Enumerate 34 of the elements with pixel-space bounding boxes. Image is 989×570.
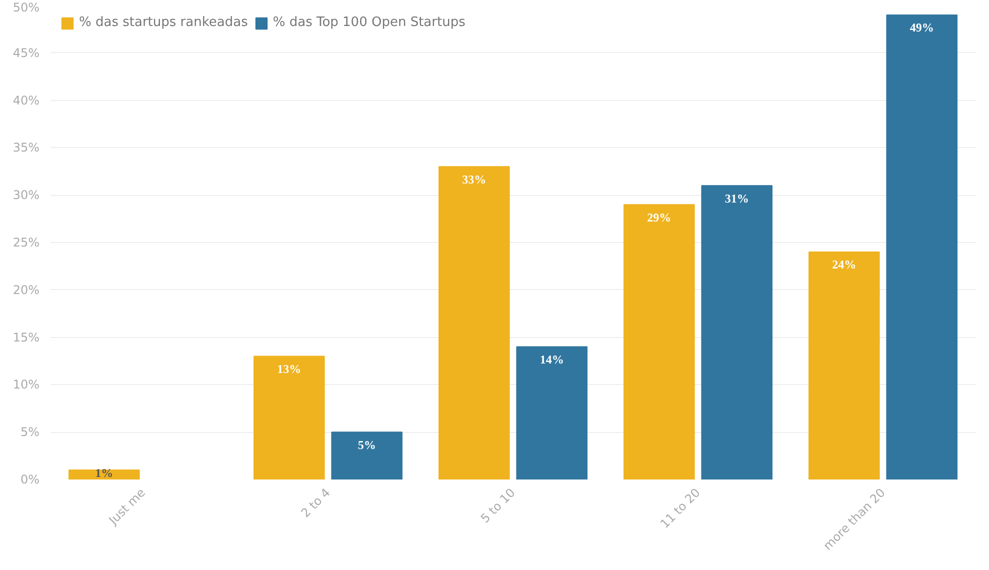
y-tick-label: 0%: [20, 472, 40, 486]
legend-label: % das startups rankeadas: [79, 15, 248, 30]
data-label: 24%: [832, 258, 856, 272]
bar: [331, 432, 402, 480]
data-label: 5%: [358, 438, 376, 452]
bar: [701, 185, 772, 480]
data-label: 49%: [910, 20, 934, 35]
y-tick-label: 10%: [12, 378, 40, 392]
y-tick-label: 20%: [12, 282, 40, 297]
data-label: 14%: [540, 352, 564, 366]
data-label: 33%: [462, 172, 486, 186]
y-tick-label: 25%: [12, 236, 40, 250]
bar: [516, 346, 588, 480]
y-tick-label: 5%: [20, 425, 40, 440]
bar: [68, 470, 140, 480]
x-tick-label: 11 to 20: [658, 486, 703, 531]
bar: [624, 204, 695, 480]
bar: [254, 356, 325, 480]
x-tick-label: 2 to 4: [298, 486, 333, 520]
y-tick-label: 45%: [12, 46, 40, 60]
x-tick-label: 5 to 10: [478, 486, 518, 526]
bar: [808, 251, 880, 480]
legend-label: % das Top 100 Open Startups: [272, 15, 466, 30]
bar: [886, 14, 958, 480]
y-tick-label: 35%: [12, 140, 40, 155]
data-label: 29%: [647, 210, 672, 224]
data-label: 31%: [724, 191, 749, 206]
data-label: 1%: [95, 466, 114, 480]
y-tick-label: 15%: [12, 330, 40, 344]
y-tick-label: 50%: [12, 0, 40, 14]
y-tick-label: 40%: [12, 93, 40, 108]
bar: [438, 166, 510, 480]
data-label: 13%: [277, 362, 302, 376]
y-tick-label: 30%: [12, 188, 40, 202]
